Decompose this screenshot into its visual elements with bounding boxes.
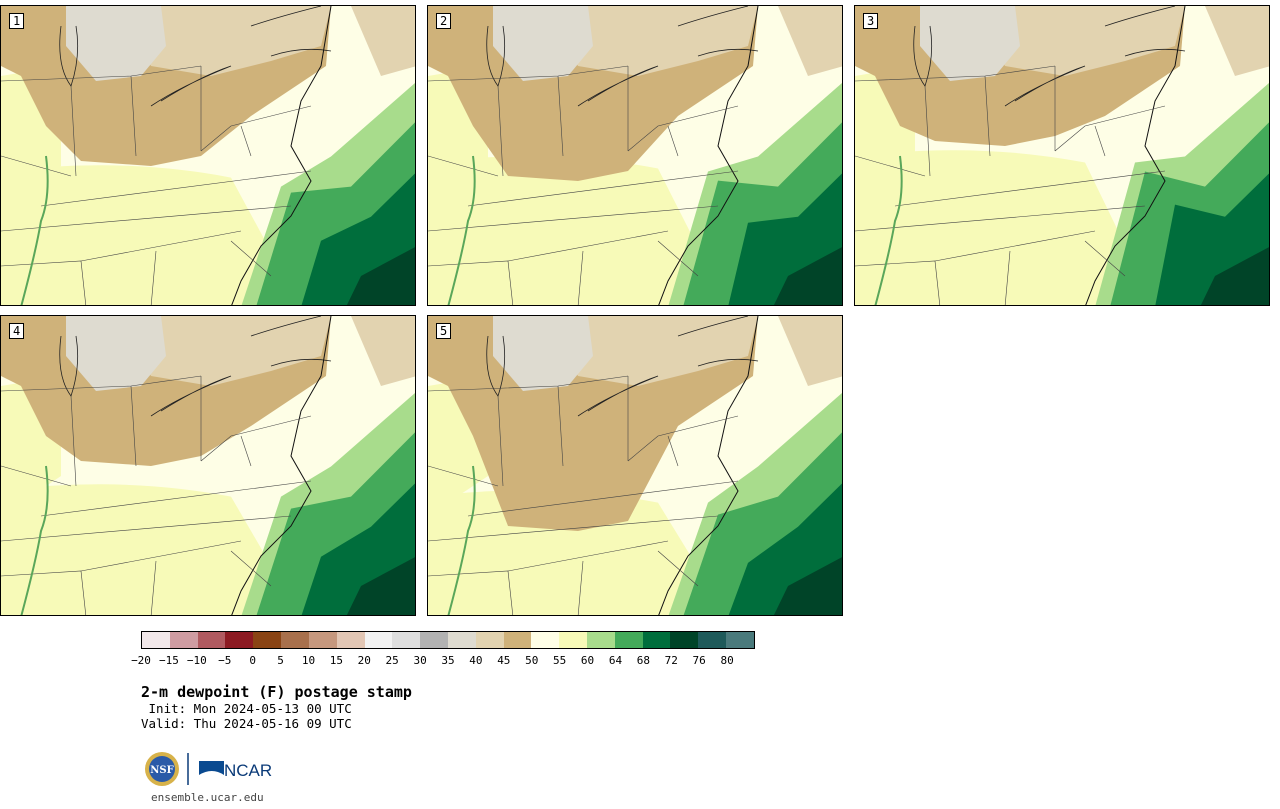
colorbar-swatch (614, 632, 643, 648)
colorbar-swatch (420, 632, 448, 648)
colorbar-swatch (503, 632, 532, 648)
colorbar-swatch (670, 632, 699, 648)
colorbar-tick-label: 40 (469, 654, 483, 667)
colorbar-swatch (698, 632, 727, 648)
panel-number: 5 (436, 323, 452, 339)
colorbar-swatch (726, 632, 754, 648)
colorbar-tick-label: 25 (385, 654, 399, 667)
dewpoint-map (1, 316, 415, 615)
colorbar-swatch (253, 632, 282, 648)
colorbar-tick-label: 35 (441, 654, 455, 667)
colorbar-tick-label: −20 (131, 654, 151, 667)
map-panel-5: 5 (427, 315, 843, 616)
colorbar-tick-label: 5 (277, 654, 284, 667)
dewpoint-map (1, 6, 415, 305)
colorbar-swatch (336, 632, 365, 648)
nsf-seal-icon: NSF (145, 752, 179, 786)
colorbar-tick-label: 68 (636, 654, 650, 667)
colorbar-tick-label: 60 (580, 654, 595, 667)
panel-number: 3 (863, 13, 879, 29)
panel-number: 2 (436, 13, 452, 29)
colorbar-tick-label: 20 (357, 654, 371, 667)
dewpoint-map (428, 6, 842, 305)
colorbar-tick-label: −5 (218, 654, 232, 667)
nsf-text: NSF (150, 765, 173, 776)
colorbar-swatch (392, 632, 421, 648)
colorbar-tick-label: 55 (553, 654, 567, 667)
dewpoint-map (855, 6, 1269, 305)
colorbar-tick-label: 50 (525, 654, 539, 667)
colorbar-swatch (447, 632, 476, 648)
dewpoint-map (428, 316, 842, 615)
colorbar-tick-label: −10 (186, 654, 207, 667)
source-url: ensemble.ucar.edu (151, 791, 264, 804)
map-panel-3: 3 (854, 5, 1270, 306)
colorbar-tick-label: −15 (158, 654, 179, 667)
colorbar-swatch (559, 632, 587, 648)
colorbar-tick-label: 45 (497, 654, 511, 667)
colorbar-swatch (169, 632, 198, 648)
panel-number: 1 (9, 13, 25, 29)
nsf-ncar-logo: NSF NCAR (144, 749, 274, 789)
colorbar-swatch (197, 632, 226, 648)
colorbar-swatch (642, 632, 671, 648)
colorbar-tick-label: 15 (329, 654, 343, 667)
colorbar-tick-label: 0 (249, 654, 256, 667)
ncar-text: NCAR (224, 761, 272, 780)
init-time: Init: Mon 2024-05-13 00 UTC (141, 701, 352, 716)
valid-time: Valid: Thu 2024-05-16 09 UTC (141, 716, 352, 731)
map-panel-1: 1 (0, 5, 416, 306)
colorbar (141, 631, 755, 649)
colorbar-swatch (364, 632, 393, 648)
panel-number: 4 (9, 323, 25, 339)
colorbar-swatch (142, 632, 170, 648)
colorbar-tick-label: 72 (664, 654, 678, 667)
colorbar-swatch (587, 632, 615, 648)
colorbar-tick-label: 76 (692, 654, 706, 667)
colorbar-tick-label: 30 (413, 654, 427, 667)
colorbar-tick-label: 80 (720, 654, 734, 667)
colorbar-ticks: −20 −15 −10 −5 0 5 10 15 20 25 30 35 40 45 50 55 60 64 68 7… (131, 654, 755, 667)
ncar-logo-icon: NCAR (199, 761, 272, 780)
map-panel-4: 4 (0, 315, 416, 616)
colorbar-swatch (281, 632, 309, 648)
chart-title: 2-m dewpoint (F) postage stamp (141, 683, 412, 701)
colorbar-swatch (308, 632, 337, 648)
colorbar-swatch (531, 632, 560, 648)
colorbar-swatch (475, 632, 504, 648)
colorbar-swatch (225, 632, 254, 648)
colorbar-tick-label: 64 (608, 654, 623, 667)
colorbar-tick-label: 10 (301, 654, 316, 667)
map-panel-2: 2 (427, 5, 843, 306)
